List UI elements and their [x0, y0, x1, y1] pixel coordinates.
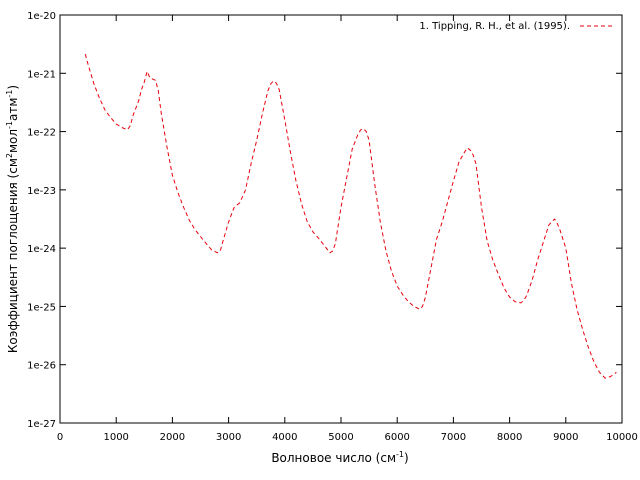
y-tick-label: 1e-27	[27, 419, 56, 430]
x-tick-label: 5000	[328, 432, 353, 443]
y-axis-ticks: 1e-20 1e-21 1e-22 1e-23 1e-24 1e-25 1e-26 1e-27	[27, 11, 622, 430]
x-tick-label: 2000	[160, 432, 185, 443]
series-layer	[84, 53, 617, 379]
x-tick-label: 9000	[553, 432, 578, 443]
y-tick-label: 1e-21	[27, 69, 56, 80]
x-tick-label: 7000	[441, 432, 466, 443]
y-tick-label: 1e-23	[27, 186, 56, 197]
y-tick-label: 1e-25	[27, 302, 56, 313]
x-tick-label: 8000	[497, 432, 522, 443]
y-axis-label: Коэффициент поглощения (см2мол-1атм-1)	[5, 85, 20, 353]
y-tick-label: 1e-20	[27, 11, 56, 22]
legend: 1. Tipping, R. H., et al. (1995).	[419, 21, 612, 32]
x-tick-label: 10000	[606, 432, 638, 443]
y-tick-label: 1e-24	[27, 244, 56, 255]
legend-label: 1. Tipping, R. H., et al. (1995).	[419, 21, 570, 32]
x-tick-label: 4000	[272, 432, 297, 443]
x-axis-label: Волновое число (см-1)	[271, 450, 408, 465]
x-axis-ticks: 0 1000 2000 3000 4000 5000 6000 7000 8000 9000 100…	[57, 15, 638, 443]
x-tick-label: 3000	[216, 432, 241, 443]
y-tick-label: 1e-26	[27, 361, 56, 372]
series-line	[84, 53, 617, 379]
x-tick-label: 6000	[384, 432, 409, 443]
x-tick-label: 1000	[103, 432, 128, 443]
y-tick-label: 1e-22	[27, 128, 56, 139]
x-tick-label: 0	[57, 432, 63, 443]
